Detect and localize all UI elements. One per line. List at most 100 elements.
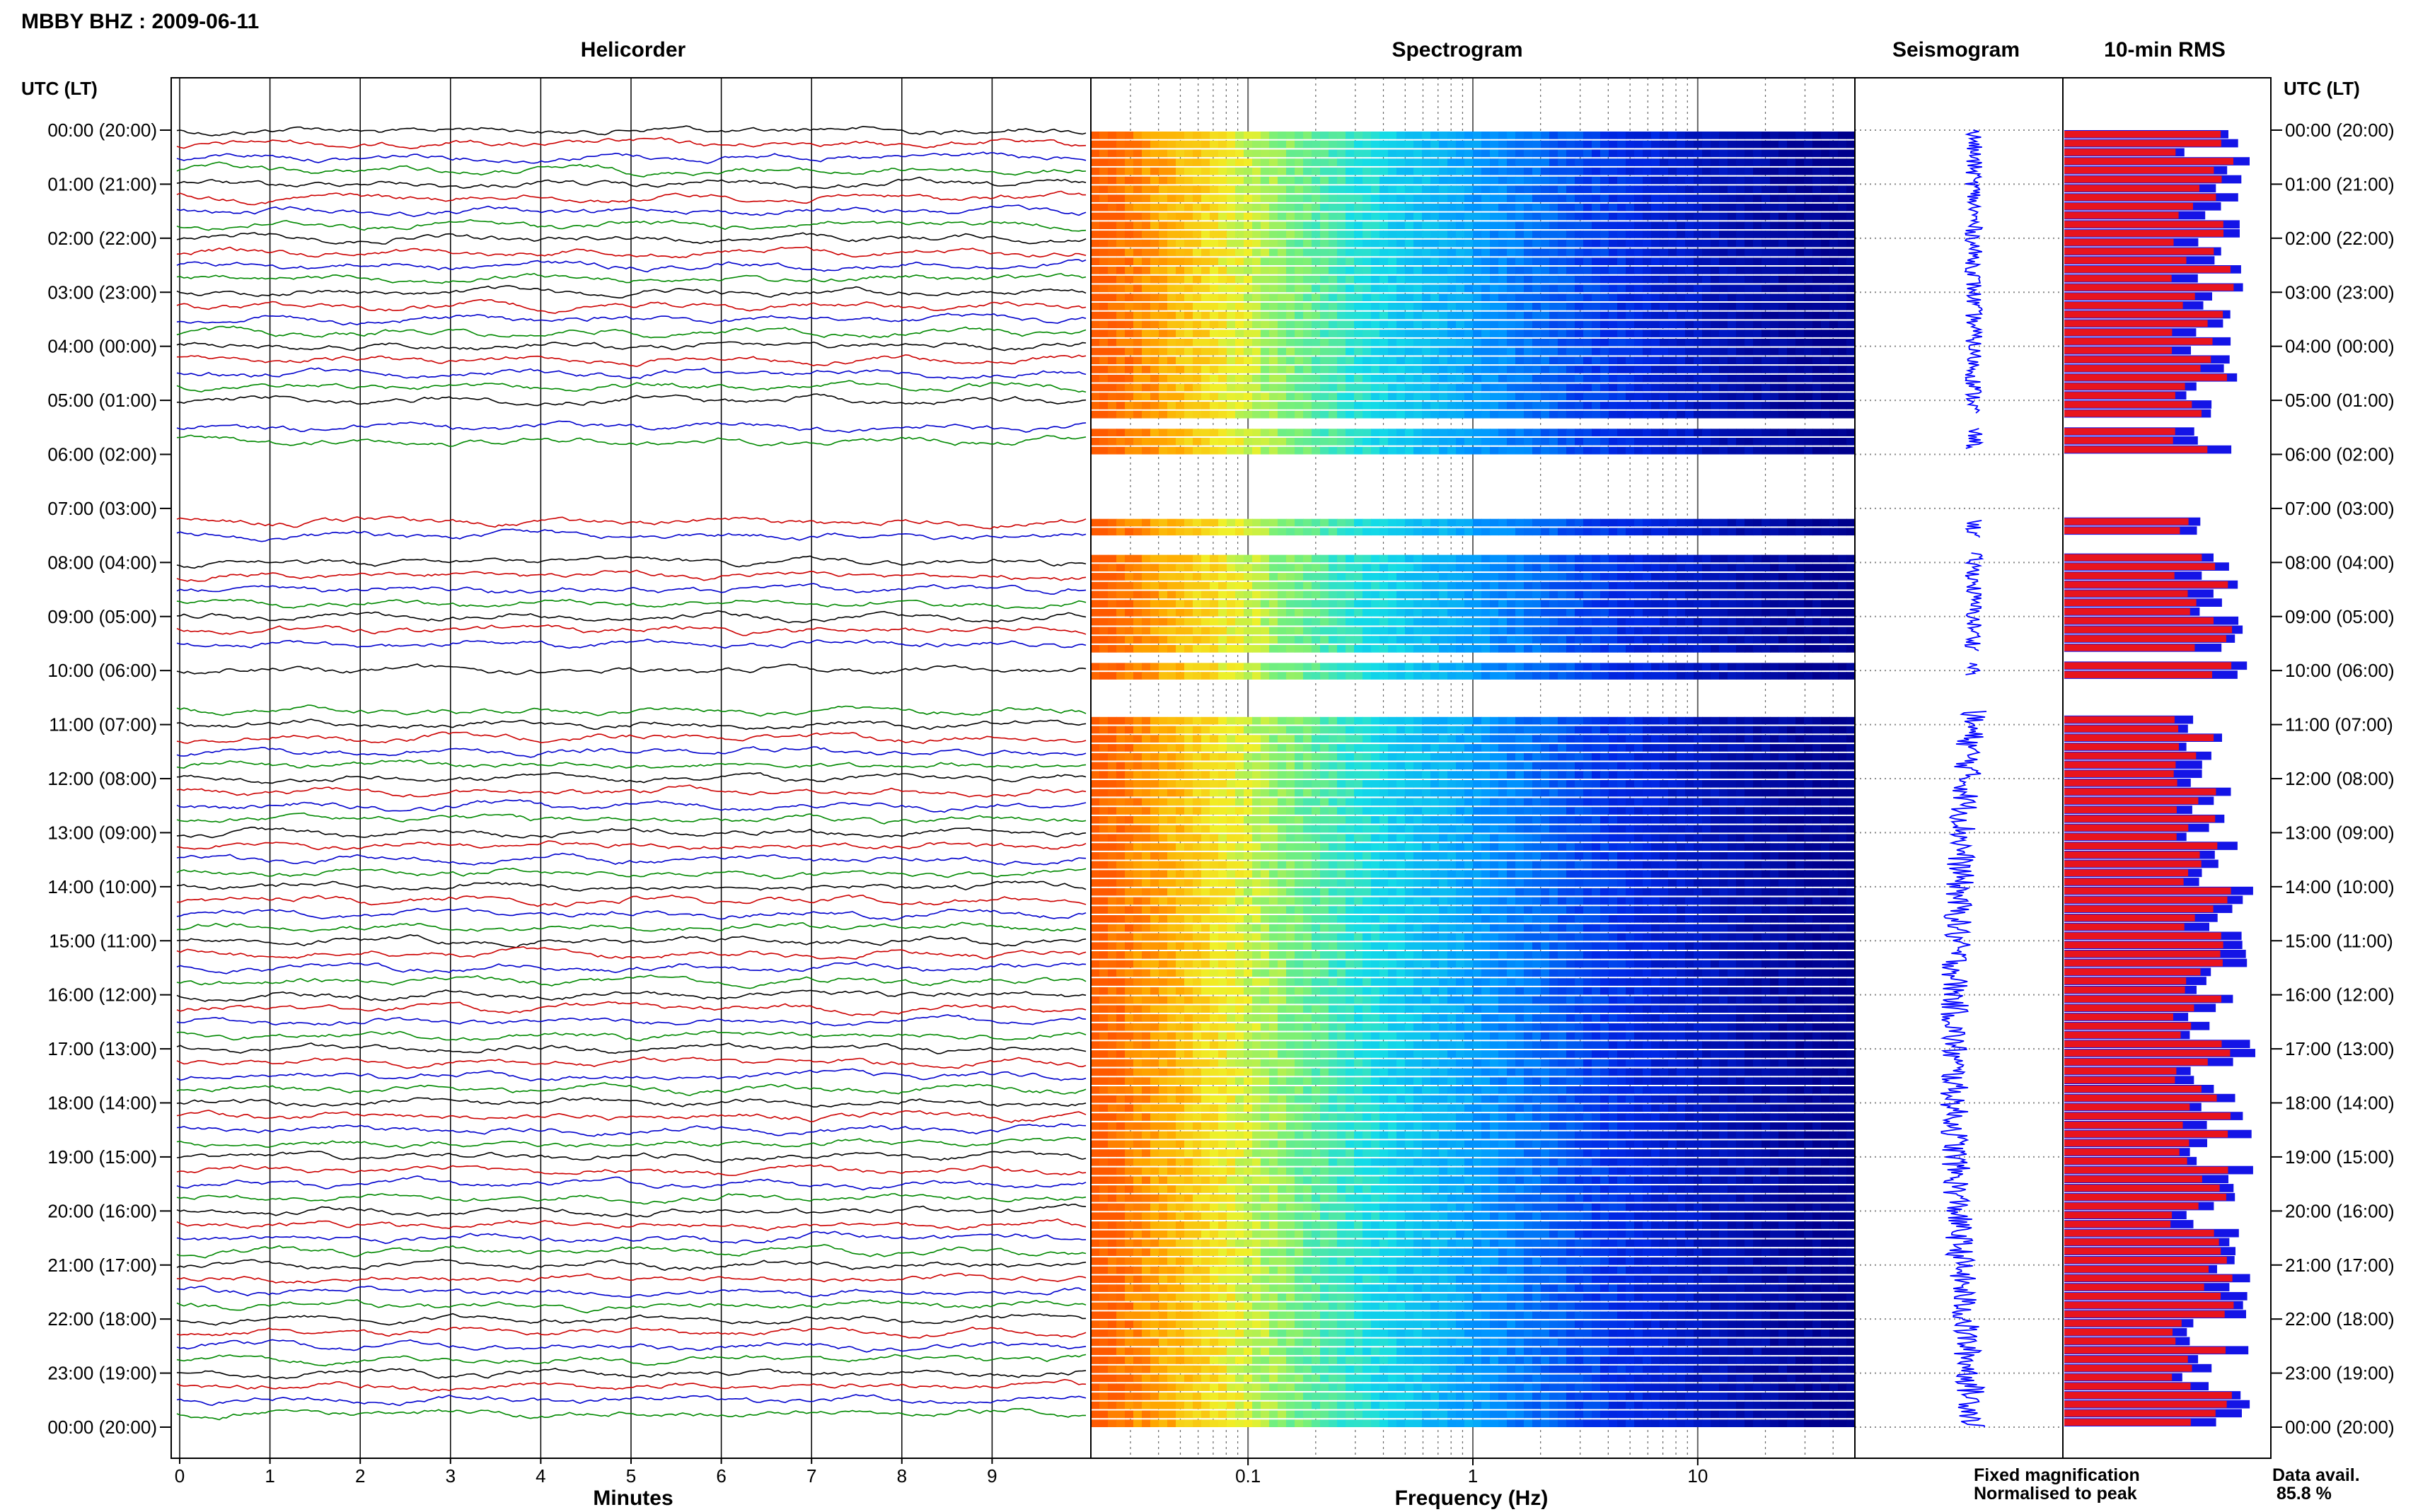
spectrogram-cell: [1371, 716, 1380, 725]
spectrogram-cell: [1609, 203, 1618, 211]
spectrogram-cell: [1439, 149, 1448, 158]
spectrogram-cell: [1490, 267, 1499, 274]
spectrogram-cell: [1762, 167, 1771, 175]
spectrogram-cell: [1532, 573, 1541, 581]
spectrogram-cell: [1600, 564, 1609, 571]
spectrogram-cell: [1787, 203, 1796, 211]
spectrogram-cell: [1762, 726, 1771, 734]
spectrogram-cell: [1592, 528, 1601, 536]
spectrogram-cell: [1838, 636, 1847, 644]
spectrogram-cell: [1329, 645, 1338, 653]
spectrogram-cell: [1252, 366, 1261, 373]
spectrogram-cell: [1099, 140, 1109, 149]
spectrogram-cell: [1278, 212, 1287, 221]
spectrogram-cell: [1481, 140, 1491, 149]
spectrogram-cell: [1346, 374, 1355, 383]
spectrogram-cell: [1694, 330, 1703, 337]
spectrogram-cell: [1388, 356, 1397, 365]
spectrogram-cell: [1456, 438, 1465, 446]
spectrogram-cell: [1575, 528, 1584, 536]
spectrogram-cell: [1108, 554, 1117, 563]
spectrogram-cell: [1295, 231, 1304, 238]
spectrogram-cell: [1575, 149, 1584, 158]
spectrogram-cell: [1498, 518, 1508, 527]
spectrogram-cell: [1116, 293, 1126, 301]
spectrogram-cell: [1227, 663, 1236, 671]
spectrogram-cell: [1235, 231, 1244, 238]
spectrogram-cell: [1541, 132, 1550, 139]
spectrogram-cell: [1745, 581, 1754, 590]
spectrogram-cell: [1312, 554, 1321, 563]
spectrogram-cell: [1677, 429, 1686, 436]
spectrogram-cell: [1405, 132, 1414, 139]
spectrogram-cell: [1447, 617, 1457, 626]
spectrogram-cell: [1821, 132, 1830, 139]
spectrogram-cell: [1176, 744, 1185, 752]
spectrogram-cell: [1244, 392, 1253, 400]
spectrogram-cell: [1278, 275, 1287, 284]
spectrogram-cell: [1439, 267, 1448, 274]
spectrogram-cell: [1354, 356, 1363, 365]
spectrogram-cell: [1193, 158, 1202, 166]
spectrogram-cell: [1558, 392, 1567, 400]
spectrogram-cell: [1617, 446, 1626, 455]
spectrogram-cell: [1728, 158, 1737, 166]
spectrogram-cell: [1634, 726, 1643, 734]
spectrogram-cell: [1473, 366, 1482, 373]
spectrogram-cell: [1481, 645, 1491, 653]
spectrogram-cell: [1176, 347, 1185, 356]
spectrogram-cell: [1812, 581, 1822, 590]
spectrogram-cell: [1532, 275, 1541, 284]
spectrogram-cell: [1812, 231, 1822, 238]
spectrogram-cell: [1269, 438, 1278, 446]
spectrogram-cell: [1762, 617, 1771, 626]
spectrogram-cell: [1728, 402, 1737, 409]
spectrogram-cell: [1430, 402, 1440, 409]
spectrogram-cell: [1371, 221, 1380, 230]
spectrogram-cell: [1363, 581, 1372, 590]
spectrogram-cell: [1728, 591, 1737, 599]
spectrogram-cell: [1142, 383, 1151, 392]
spectrogram-cell: [1303, 600, 1312, 607]
spectrogram-cell: [1524, 438, 1533, 446]
spectrogram-cell: [1091, 591, 1100, 599]
spectrogram-cell: [1804, 600, 1813, 607]
spectrogram-cell: [1295, 320, 1304, 329]
spectrogram-cell: [1329, 194, 1338, 202]
spectrogram-cell: [1363, 383, 1372, 392]
spectrogram-cell: [1388, 528, 1397, 536]
spectrogram-cell: [1719, 446, 1728, 455]
spectrogram-cell: [1167, 672, 1176, 680]
spectrogram-cell: [1363, 716, 1372, 725]
spectrogram-cell: [1312, 609, 1321, 617]
spectrogram-cell: [1515, 392, 1525, 400]
spectrogram-cell: [1371, 663, 1380, 671]
spectrogram-cell: [1456, 176, 1465, 185]
spectrogram-cell: [1677, 330, 1686, 337]
spectrogram-cell: [1099, 311, 1109, 320]
spectrogram-cell: [1694, 392, 1703, 400]
spectrogram-cell: [1125, 212, 1134, 221]
spectrogram-cell: [1227, 275, 1236, 284]
spectrogram-cell: [1354, 374, 1363, 383]
spectrogram-cell: [1711, 716, 1720, 725]
spectrogram-cell: [1592, 149, 1601, 158]
spectrogram-cell: [1176, 383, 1185, 392]
spectrogram-cell: [1422, 564, 1431, 571]
spectrogram-cell: [1142, 203, 1151, 211]
spectrogram-cell: [1575, 132, 1584, 139]
spectrogram-cell: [1269, 231, 1278, 238]
spectrogram-cell: [1583, 581, 1592, 590]
spectrogram-cell: [1762, 636, 1771, 644]
spectrogram-cell: [1575, 257, 1584, 265]
spectrogram-cell: [1787, 267, 1796, 274]
spectrogram-cell: [1405, 446, 1414, 455]
spectrogram-cell: [1261, 410, 1270, 419]
spectrogram-cell: [1677, 347, 1686, 356]
spectrogram-cell: [1778, 132, 1788, 139]
spectrogram-cell: [1371, 366, 1380, 373]
spectrogram-cell: [1320, 528, 1329, 536]
spectrogram-cell: [1295, 338, 1304, 347]
spectrogram-cell: [1091, 149, 1100, 158]
spectrogram-cell: [1524, 330, 1533, 337]
